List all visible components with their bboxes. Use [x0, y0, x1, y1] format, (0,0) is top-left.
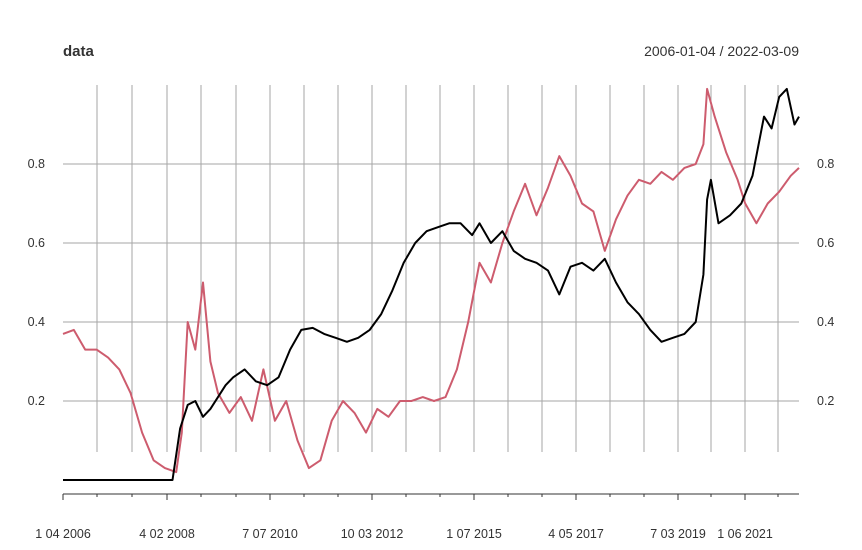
y-tick-label-left: 0.8: [28, 157, 45, 171]
x-tick-label: 4 05 2017: [548, 527, 604, 541]
x-tick-label: 10 03 2012: [341, 527, 404, 541]
x-axis: 1 04 2006 4 02 2008 7 07 2010 10 03 2012 1 0…: [35, 493, 799, 541]
y-tick-label-right: 0.8: [817, 157, 834, 171]
series-line-2: [62, 87, 800, 474]
y-axis-ticks: 0.2 0.2 0.4 0.4 0.6 0.6 0.8 0.8: [28, 157, 835, 408]
series-line-1: [63, 87, 800, 481]
x-tick-label: 4 02 2008: [139, 527, 195, 541]
date-range-label: 2006-01-04 / 2022-03-09: [644, 43, 799, 59]
y-tick-label-left: 0.4: [28, 315, 45, 329]
y-tick-label-right: 0.2: [817, 394, 834, 408]
y-tick-label-left: 0.2: [28, 394, 45, 408]
x-tick-label: 1 07 2015: [446, 527, 502, 541]
series-lines: [62, 87, 800, 481]
x-tick-label: 1 04 2006: [35, 527, 91, 541]
x-tick-label: 1 06 2021: [717, 527, 773, 541]
grid-lines: [63, 85, 799, 452]
y-tick-label-right: 0.4: [817, 315, 834, 329]
chart-title: data: [63, 43, 95, 60]
y-tick-label-left: 0.6: [28, 236, 45, 250]
y-tick-label-right: 0.6: [817, 236, 834, 250]
x-tick-label: 7 03 2019: [650, 527, 706, 541]
x-tick-label: 7 07 2010: [242, 527, 298, 541]
